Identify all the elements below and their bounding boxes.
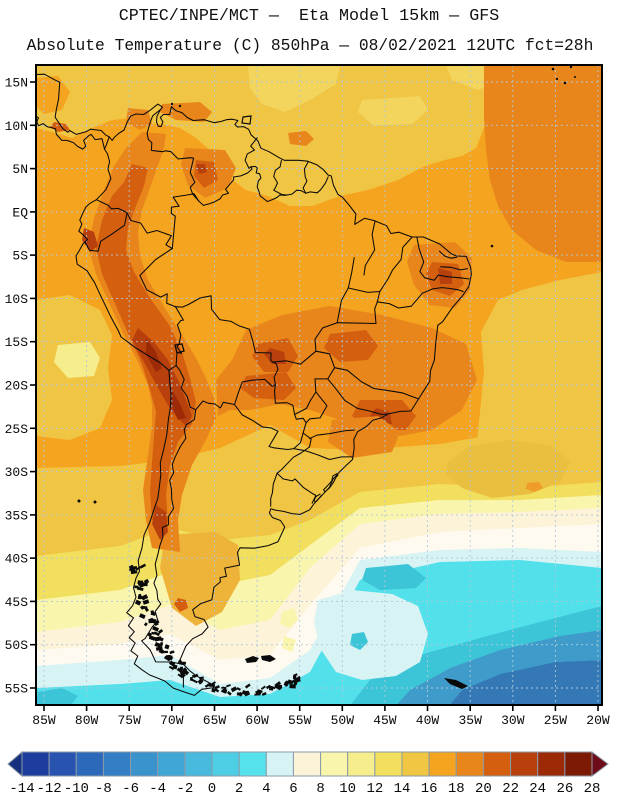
svg-text:40W: 40W — [416, 713, 440, 728]
svg-text:16: 16 — [421, 781, 438, 797]
svg-text:55W: 55W — [288, 713, 312, 728]
svg-text:-4: -4 — [149, 781, 166, 797]
svg-text:15N: 15N — [5, 76, 28, 91]
svg-text:6: 6 — [289, 781, 297, 797]
svg-text:10N: 10N — [5, 119, 28, 134]
svg-text:30S: 30S — [5, 465, 29, 480]
svg-text:2: 2 — [235, 781, 243, 797]
svg-text:12: 12 — [366, 781, 383, 797]
svg-text:8: 8 — [316, 781, 324, 797]
svg-text:Absolute Temperature (C) 850hP: Absolute Temperature (C) 850hPa — 08/02/… — [27, 36, 594, 55]
svg-text:35W: 35W — [458, 713, 482, 728]
svg-text:25W: 25W — [544, 713, 568, 728]
svg-text:0: 0 — [208, 781, 216, 797]
svg-text:15S: 15S — [5, 335, 29, 350]
svg-text:10S: 10S — [5, 292, 29, 307]
svg-text:40S: 40S — [5, 552, 29, 567]
svg-text:55S: 55S — [5, 682, 29, 697]
svg-text:65W: 65W — [203, 713, 227, 728]
svg-text:45W: 45W — [373, 713, 397, 728]
svg-text:EQ: EQ — [12, 205, 28, 220]
svg-text:75W: 75W — [117, 713, 141, 728]
svg-text:20: 20 — [475, 781, 492, 797]
svg-text:14: 14 — [394, 781, 411, 797]
svg-text:24: 24 — [529, 781, 546, 797]
svg-text:18: 18 — [448, 781, 465, 797]
svg-text:-12: -12 — [36, 781, 61, 797]
svg-text:28: 28 — [584, 781, 601, 797]
svg-text:30W: 30W — [501, 713, 525, 728]
svg-text:4: 4 — [262, 781, 270, 797]
svg-text:-2: -2 — [176, 781, 193, 797]
svg-text:80W: 80W — [75, 713, 99, 728]
svg-text:60W: 60W — [245, 713, 269, 728]
svg-text:5S: 5S — [12, 249, 28, 264]
svg-text:-6: -6 — [122, 781, 139, 797]
svg-text:-8: -8 — [95, 781, 112, 797]
svg-text:70W: 70W — [160, 713, 184, 728]
svg-text:25S: 25S — [5, 422, 29, 437]
svg-text:5N: 5N — [12, 162, 28, 177]
svg-text:-14: -14 — [9, 781, 34, 797]
svg-text:26: 26 — [556, 781, 573, 797]
svg-text:CPTEC/INPE/MCT — Eta Model 15: CPTEC/INPE/MCT — Eta Model 15km — GFS — [119, 7, 500, 26]
svg-text:50S: 50S — [5, 638, 29, 653]
svg-text:50W: 50W — [331, 713, 355, 728]
svg-text:-10: -10 — [64, 781, 89, 797]
svg-text:10: 10 — [339, 781, 356, 797]
svg-text:20S: 20S — [5, 379, 29, 394]
svg-text:85W: 85W — [32, 713, 56, 728]
svg-text:22: 22 — [502, 781, 519, 797]
svg-text:35S: 35S — [5, 508, 29, 523]
svg-text:45S: 45S — [5, 595, 29, 610]
svg-text:20W: 20W — [586, 713, 610, 728]
